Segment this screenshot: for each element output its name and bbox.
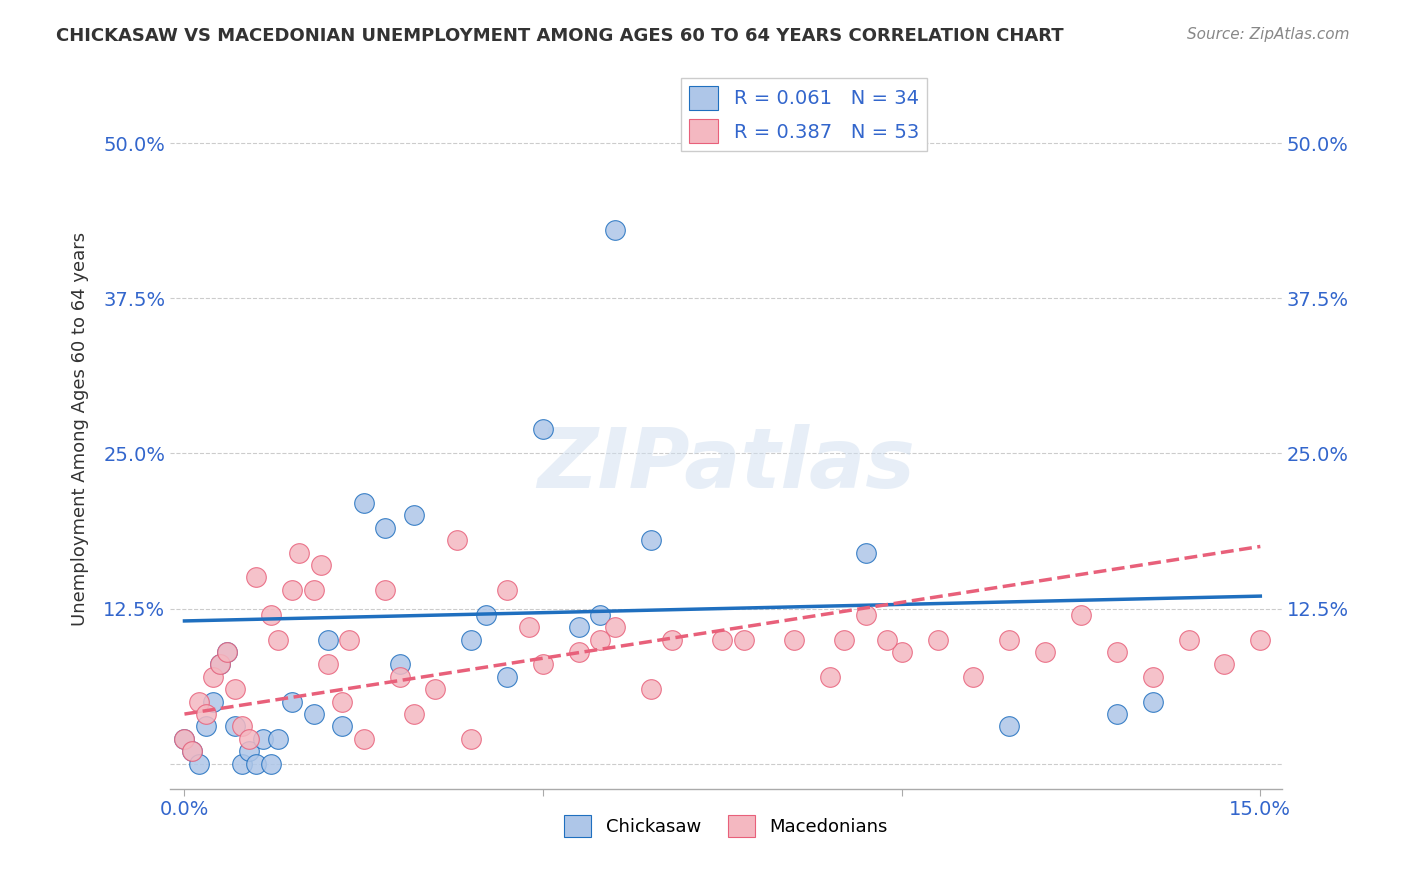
Point [496,670,519,684]
Point [603,223,626,237]
Point [194,707,217,722]
Point [302,707,325,722]
Point [589,607,612,622]
Point [998,632,1021,647]
Point [460,632,482,647]
Point [288,546,311,560]
Point [202,670,225,684]
Point [316,632,339,647]
Point [876,632,898,647]
Point [1142,670,1164,684]
Point [603,620,626,634]
Point [474,607,496,622]
Point [224,719,246,733]
Point [783,632,806,647]
Y-axis label: Unemployment Among Ages 60 to 64 years: Unemployment Among Ages 60 to 64 years [72,231,89,625]
Point [402,508,425,523]
Point [517,620,540,634]
Point [374,582,396,597]
Point [818,670,841,684]
Point [353,496,375,510]
Point [374,521,396,535]
Point [281,695,304,709]
Point [1249,632,1271,647]
Point [460,731,482,746]
Point [267,632,290,647]
Point [711,632,734,647]
Point [402,707,425,722]
Legend: Chickasaw, Macedonians: Chickasaw, Macedonians [557,808,896,845]
Point [224,682,246,697]
Point [661,632,683,647]
Point [855,546,877,560]
Point [1213,657,1236,672]
Point [640,533,662,548]
Point [446,533,468,548]
Point [309,558,332,572]
Point [238,744,260,758]
Point [259,607,281,622]
Point [316,657,339,672]
Point [927,632,949,647]
Point [834,632,856,647]
Point [231,756,253,771]
Point [425,682,447,697]
Point [194,719,217,733]
Point [1105,707,1128,722]
Point [640,682,662,697]
Point [531,421,554,435]
Point [245,756,267,771]
Point [330,695,353,709]
Point [180,744,202,758]
Point [187,756,209,771]
Point [209,657,232,672]
Point [890,645,912,659]
Point [259,756,281,771]
Point [202,695,225,709]
Point [962,670,984,684]
Point [733,632,755,647]
Point [180,744,202,758]
Point [281,582,304,597]
Point [217,645,239,659]
Point [589,632,612,647]
Point [173,731,195,746]
Point [302,582,325,597]
Point [1070,607,1092,622]
Point [568,620,591,634]
Point [531,657,554,672]
Text: CHICKASAW VS MACEDONIAN UNEMPLOYMENT AMONG AGES 60 TO 64 YEARS CORRELATION CHART: CHICKASAW VS MACEDONIAN UNEMPLOYMENT AMO… [56,27,1064,45]
Point [998,719,1021,733]
Point [245,570,267,584]
Point [496,582,519,597]
Point [238,731,260,746]
Point [231,719,253,733]
Text: Source: ZipAtlas.com: Source: ZipAtlas.com [1187,27,1350,42]
Point [1033,645,1056,659]
Point [252,731,274,746]
Point [1177,632,1199,647]
Point [209,657,232,672]
Point [1142,695,1164,709]
Point [568,645,591,659]
Point [388,670,411,684]
Point [187,695,209,709]
Point [339,632,361,647]
Point [330,719,353,733]
Point [353,731,375,746]
Point [267,731,290,746]
Point [217,645,239,659]
Point [388,657,411,672]
Point [855,607,877,622]
Point [173,731,195,746]
Text: ZIPatlas: ZIPatlas [537,424,915,505]
Point [1105,645,1128,659]
